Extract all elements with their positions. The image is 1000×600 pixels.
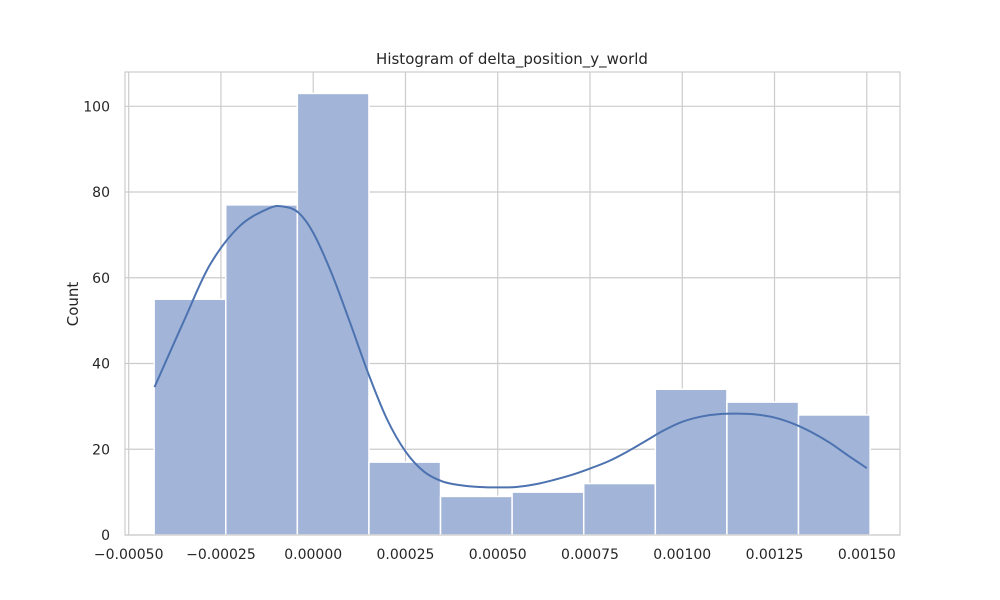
histogram-bar [225,204,299,536]
y-tick-label: 60 [92,271,110,287]
x-tick-label: −0.00025 [186,547,256,563]
x-axis-ticks: −0.00050 −0.00025 0.00000 0.00025 0.00050 0.0… [94,547,896,563]
y-tick-label: 100 [83,99,110,115]
chart-title: Histogram of delta_position_y_world [376,50,648,69]
y-axis-title: Count [64,282,82,327]
x-tick-label: 0.00000 [284,547,342,563]
histogram-bar [368,461,442,536]
x-tick-label: 0.00100 [653,547,711,563]
plot-frame [124,71,901,536]
y-tick-label: 20 [92,442,110,458]
histogram-bar [439,495,513,536]
kde-curve-group [153,204,868,489]
x-tick-label: 0.00025 [377,547,435,563]
x-tick-label: 0.00075 [561,547,619,563]
histogram-bar [582,482,657,536]
x-tick-label: 0.00050 [469,547,527,563]
histogram-bar [726,401,800,536]
histogram-bar [153,298,227,536]
histogram-bar [511,491,585,536]
histogram-bar [797,414,871,536]
y-tick-label: 0 [101,528,110,544]
x-tick-label: −0.00050 [94,547,164,563]
histogram-bar [654,388,728,536]
x-tick-label: 0.00125 [746,547,804,563]
y-tick-label: 80 [92,185,110,201]
y-axis-ticks: 0 20 40 60 80 100 [83,99,110,544]
x-tick-label: 0.00150 [838,547,896,563]
kde-curve [153,204,868,489]
histogram-bar [296,92,370,536]
y-tick-label: 40 [92,357,110,373]
histogram-bars [153,92,871,536]
